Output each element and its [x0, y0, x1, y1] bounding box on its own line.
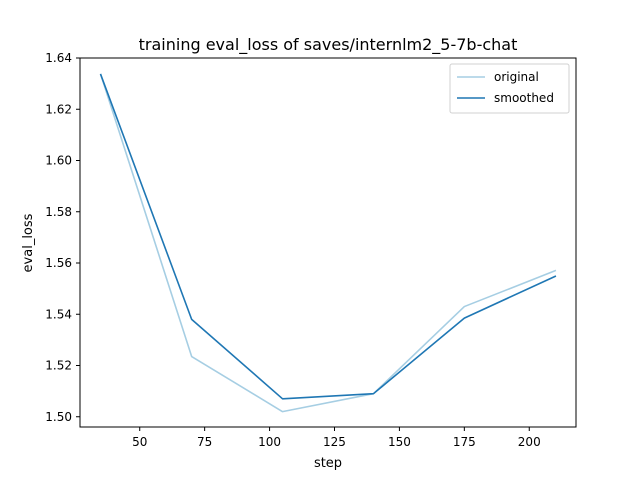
- y-tick-label: 1.56: [45, 256, 72, 270]
- legend-label-original: original: [494, 70, 539, 84]
- x-tick-label: 175: [453, 435, 476, 449]
- x-tick-label: 150: [388, 435, 411, 449]
- x-tick-label: 100: [258, 435, 281, 449]
- y-tick-label: 1.50: [45, 410, 72, 424]
- y-tick-label: 1.62: [45, 102, 72, 116]
- legend-label-smoothed: smoothed: [494, 91, 554, 105]
- legend: original smoothed: [449, 63, 570, 114]
- plot-area: [99, 73, 557, 413]
- series-line-original: [99, 73, 557, 413]
- plot-frame: [79, 57, 577, 428]
- y-tick-label: 1.60: [45, 154, 72, 168]
- x-axis-label: step: [314, 456, 342, 471]
- y-tick-label: 1.54: [45, 307, 72, 321]
- x-tick-label: 50: [132, 435, 147, 449]
- y-axis-label: eval_loss: [21, 213, 36, 272]
- x-tick-label: 125: [323, 435, 346, 449]
- y-tick-label: 1.58: [45, 205, 72, 219]
- y-tick-label: 1.64: [45, 51, 72, 65]
- series-line-smoothed: [99, 73, 557, 400]
- chart-title: training eval_loss of saves/internlm2_5-…: [139, 35, 518, 55]
- x-tick-label: 75: [197, 435, 212, 449]
- y-tick-label: 1.52: [45, 359, 72, 373]
- axes: 50 75 100 125 150 175 200 1.50 1.52 1.54 1.56 1.58 1…: [45, 51, 540, 449]
- x-tick-label: 200: [518, 435, 541, 449]
